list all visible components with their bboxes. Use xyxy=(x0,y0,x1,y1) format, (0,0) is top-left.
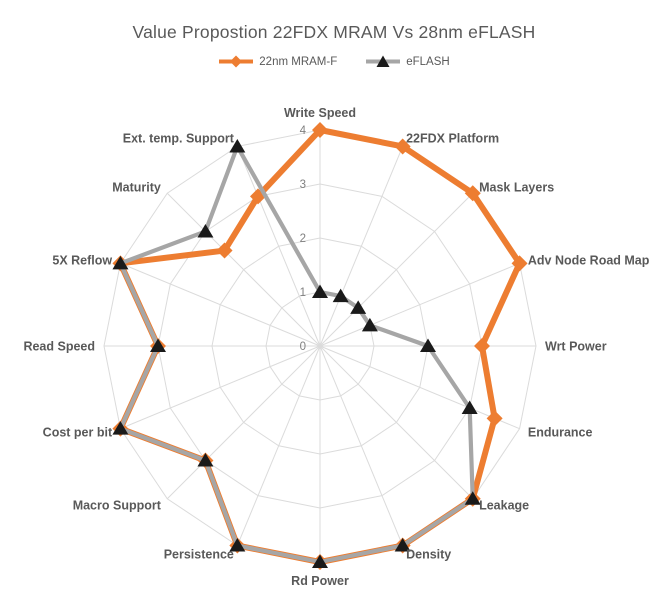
axis-label-22fdx-platform: 22FDX Platform xyxy=(406,132,499,146)
radial-tick-label: 1 xyxy=(300,287,306,299)
grid-ring xyxy=(211,237,429,455)
axis-label-persistence: Persistence xyxy=(164,547,234,561)
radial-tick-label: 2 xyxy=(300,233,306,245)
axis-label-mask-layers: Mask Layers xyxy=(479,180,554,194)
axis-label-5x-reflow: 5X Reflow xyxy=(52,253,112,267)
triangle-marker-eflash xyxy=(112,421,129,435)
axis-label-density: Density xyxy=(406,547,451,561)
triangle-marker-eflash xyxy=(312,554,328,568)
axis-label-adv-node-road-map: Adv Node Road Map xyxy=(528,253,650,267)
triangle-marker-eflash xyxy=(464,491,481,505)
axis-label-rd-power: Rd Power xyxy=(291,574,349,588)
triangle-marker-eflash xyxy=(229,138,246,153)
diamond-marker-22nm-mram-f xyxy=(216,242,233,259)
axis-label-ext-temp-support: Ext. temp. Support xyxy=(123,132,235,146)
diamond-marker-22nm-mram-f xyxy=(464,185,481,202)
legend-swatch-mram-diamond-icon xyxy=(219,55,254,68)
axis-label-cost-per-bit: Cost per bit xyxy=(43,426,113,440)
triangle-marker-eflash xyxy=(197,223,214,238)
legend-label-eflash: eFLASH xyxy=(406,55,450,68)
axis-label-macro-support: Macro Support xyxy=(73,499,162,513)
triangle-marker-eflash xyxy=(420,338,436,352)
grid-ring xyxy=(157,183,483,509)
triangle-marker-eflash xyxy=(229,538,246,552)
legend-label-mram: 22nm MRAM-F xyxy=(259,55,338,68)
legend-item-mram: 22nm MRAM-F xyxy=(218,55,337,68)
triangle-marker-eflash xyxy=(350,300,367,314)
triangle-marker-eflash xyxy=(312,284,328,298)
axis-label-read-speed: Read Speed xyxy=(23,340,95,354)
triangle-marker-eflash xyxy=(394,538,411,552)
radial-tick-label: 4 xyxy=(300,125,307,137)
series-line-eflash xyxy=(118,144,475,565)
diamond-marker-22nm-mram-f xyxy=(312,122,328,138)
axis-label-leakage: Leakage xyxy=(479,499,529,513)
diamond-marker-22nm-mram-f xyxy=(486,410,503,427)
chart-legend: 22nm MRAM-F eFLASH xyxy=(0,55,668,68)
diamond-marker-22nm-mram-f xyxy=(474,338,490,354)
triangle-marker-eflash xyxy=(197,453,214,467)
diamond-marker-22nm-mram-f xyxy=(511,255,528,272)
legend-item-eflash: eFLASH xyxy=(365,55,450,68)
triangle-marker-eflash xyxy=(361,317,378,332)
axis-label-maturity: Maturity xyxy=(112,180,161,194)
radial-tick-label: 0 xyxy=(300,341,306,353)
legend-swatch-eflash-triangle-icon xyxy=(366,55,401,67)
triangle-marker-eflash xyxy=(461,400,478,414)
diamond-marker-22nm-mram-f xyxy=(394,138,411,155)
axis-label-wrt-power: Wrt Power xyxy=(545,340,607,354)
axis-label-write-speed: Write Speed xyxy=(284,106,356,120)
axis-label-endurance: Endurance xyxy=(528,426,593,440)
triangle-marker-eflash xyxy=(332,288,349,303)
radial-tick-label: 3 xyxy=(300,179,306,191)
chart-title: Value Propostion 22FDX MRAM Vs 28nm eFLA… xyxy=(132,22,536,42)
triangle-marker-eflash xyxy=(150,338,166,352)
triangle-marker-eflash xyxy=(112,255,129,270)
